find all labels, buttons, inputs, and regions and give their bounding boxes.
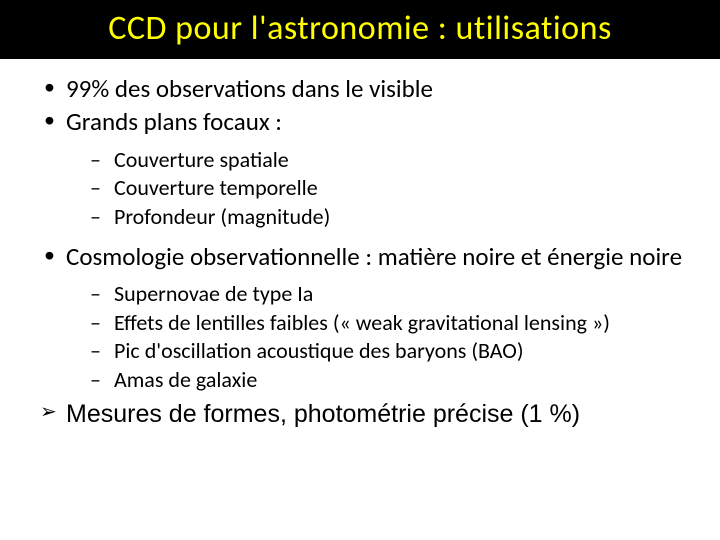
subbullet-spatiale: Couverture spatiale — [30, 146, 690, 174]
bullet-cosmologie: Cosmologie observationnelle : matière no… — [30, 241, 690, 272]
subbullet-temporelle: Couverture temporelle — [30, 174, 690, 202]
slide-body: 99% des observations dans le visible Gra… — [0, 59, 720, 431]
subbullet-amas: Amas de galaxie — [30, 366, 690, 394]
subbullet-bao: Pic d'oscillation acoustique des baryons… — [30, 337, 690, 365]
bullet-mesures: Mesures de formes, photométrie précise (… — [30, 399, 690, 430]
bullet-observations: 99% des observations dans le visible — [30, 73, 690, 104]
subbullet-lentilles: Effets de lentilles faibles (« weak grav… — [30, 309, 690, 337]
subbullet-supernovae: Supernovae de type Ia — [30, 280, 690, 308]
slide-title: CCD pour l'astronomie : utilisations — [0, 8, 720, 49]
bullet-plans-focaux: Grands plans focaux : — [30, 106, 690, 137]
subbullet-profondeur: Profondeur (magnitude) — [30, 203, 690, 231]
title-bar: CCD pour l'astronomie : utilisations — [0, 0, 720, 59]
